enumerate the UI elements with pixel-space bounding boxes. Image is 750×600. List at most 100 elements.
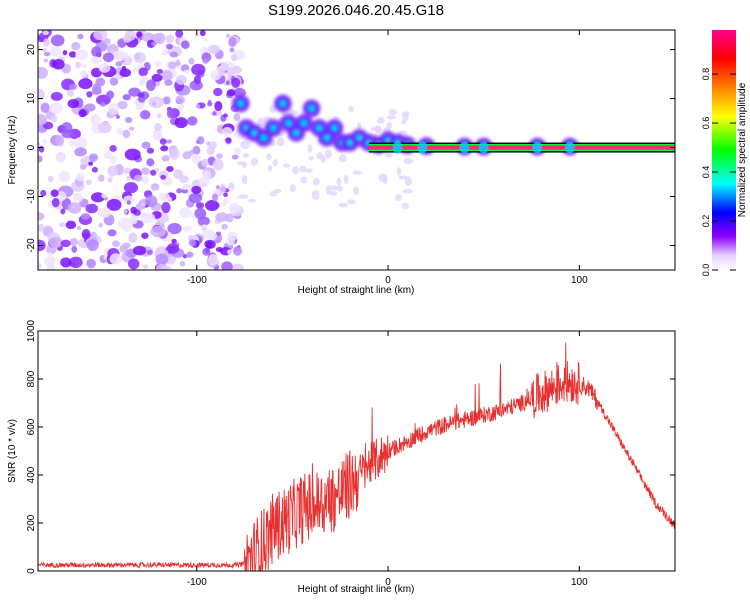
noise-blob: [91, 166, 99, 173]
noise-blob: [396, 167, 402, 176]
noise-blob: [78, 78, 93, 90]
noise-blob: [176, 188, 183, 194]
noise-blob: [169, 51, 179, 58]
noise-blob: [117, 100, 128, 110]
noise-blob: [47, 251, 52, 257]
noise-blob: [71, 245, 78, 253]
noise-blob: [240, 140, 250, 150]
noise-blob: [223, 192, 228, 198]
noise-blob: [215, 231, 222, 236]
noise-blob: [223, 198, 229, 205]
noise-blob: [97, 122, 112, 134]
colorbar-tick-label: 0.6: [701, 117, 711, 130]
noise-blob: [201, 224, 207, 229]
noise-blob: [233, 113, 241, 122]
noise-blob: [160, 145, 169, 152]
noise-blob: [124, 116, 133, 124]
noise-blob: [38, 155, 43, 163]
noise-blob: [54, 135, 65, 146]
noise-blob: [122, 167, 132, 175]
noise-blob: [231, 263, 244, 270]
noise-blob: [152, 133, 164, 141]
noise-blob: [376, 116, 385, 124]
snr-content: [38, 342, 675, 571]
ridge-point: [285, 120, 292, 126]
noise-blob: [292, 166, 299, 175]
snr-series-line: [38, 342, 675, 571]
noise-blob: [135, 102, 144, 111]
noise-blob: [141, 232, 149, 239]
ridge-point: [331, 125, 338, 131]
noise-blob: [55, 153, 66, 163]
noise-blob: [225, 137, 232, 144]
noise-blob: [227, 249, 232, 255]
y-tick-label: 0: [26, 144, 37, 150]
noise-blob: [68, 51, 77, 58]
ridge-point: [270, 125, 277, 131]
x-tick-label: 100: [571, 275, 588, 286]
noise-blob: [177, 103, 185, 111]
noise-blob: [213, 87, 223, 97]
noise-blob: [154, 123, 162, 132]
noise-blob: [184, 69, 190, 74]
noise-blob: [98, 174, 105, 182]
noise-blob: [122, 129, 131, 139]
noise-blob: [80, 212, 91, 220]
noise-blob: [188, 192, 203, 204]
noise-blob: [231, 154, 239, 160]
spectrogram-y-label: Frequency (Hz): [7, 116, 18, 185]
noise-blob: [208, 141, 217, 150]
noise-blob: [386, 122, 393, 129]
noise-blob: [226, 89, 236, 97]
noise-blob: [112, 50, 125, 61]
noise-blob: [110, 155, 117, 164]
noise-blob: [231, 54, 237, 62]
noise-blob: [82, 232, 91, 240]
noise-blob: [197, 136, 205, 145]
y-tick-label: -20: [26, 238, 37, 253]
noise-blob: [300, 176, 308, 184]
noise-blob: [403, 157, 414, 165]
noise-blob: [299, 165, 307, 173]
noise-blob: [38, 88, 45, 100]
noise-blob: [133, 100, 139, 105]
noise-blob: [305, 168, 313, 173]
carrier-blob: [564, 141, 575, 154]
noise-blob: [42, 139, 47, 145]
noise-blob: [215, 246, 223, 253]
noise-blob: [175, 95, 185, 104]
noise-blob: [221, 223, 228, 230]
noise-blob: [308, 156, 315, 161]
noise-blob: [188, 235, 193, 240]
ridge-point: [237, 100, 244, 107]
noise-blob: [207, 101, 213, 107]
noise-blob: [88, 153, 99, 162]
noise-blob: [227, 67, 235, 77]
noise-blob: [122, 242, 131, 249]
noise-blob: [69, 237, 79, 247]
noise-blob: [160, 174, 167, 180]
noise-blob: [272, 158, 278, 167]
noise-blob: [65, 220, 77, 230]
noise-blob: [212, 158, 224, 171]
noise-blob: [102, 38, 111, 45]
noise-blob: [146, 79, 156, 92]
noise-blob: [156, 113, 162, 119]
noise-blob: [179, 207, 192, 218]
noise-blob: [146, 158, 155, 167]
spectrogram-frame: [37, 29, 676, 271]
noise-blob: [336, 177, 342, 187]
noise-blob: [93, 30, 108, 41]
noise-blob: [159, 138, 167, 145]
colorbar-label: Normalized spectral amplitude: [737, 82, 748, 217]
noise-blob: [88, 161, 93, 166]
colorbar-tick-label: 0.0: [701, 264, 711, 277]
noise-blob: [98, 222, 103, 228]
noise-blob: [107, 229, 117, 237]
noise-blob: [86, 258, 97, 269]
spectrogram-x-label: Height of straight line (km): [298, 285, 415, 296]
noise-blob: [49, 46, 62, 57]
noise-blob: [207, 231, 218, 241]
